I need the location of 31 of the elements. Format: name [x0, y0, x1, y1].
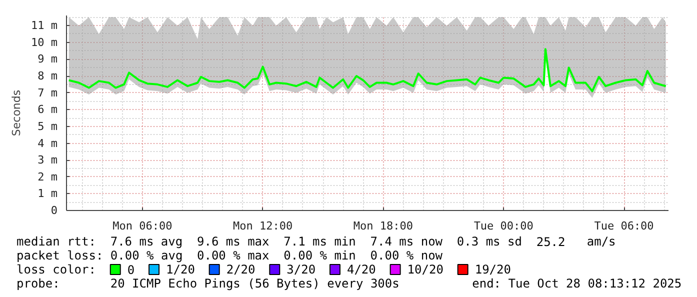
- text: end: Tue Oct 28 08:13:12 2025: [472, 276, 682, 290]
- legend-label: 10/20: [407, 262, 444, 276]
- y-tick-label: 7 m: [38, 86, 58, 100]
- x-tick-label: Mon 06:00: [112, 220, 172, 232]
- legend-title: loss color:: [16, 262, 96, 276]
- legend-label: 1/20: [166, 262, 195, 276]
- y-tick-label: 5 m: [38, 120, 58, 133]
- y-tick-label: 3 m: [38, 154, 58, 167]
- y-tick-label: 10 m: [31, 36, 58, 49]
- text: probe: 20 ICMP Echo Pings (56 Bytes) every 300s: [16, 276, 400, 290]
- x-tick-label: Mon 18:00: [353, 220, 414, 232]
- text: packet loss: 0.00 % avg 0.00 % max 0.00 % min 0.00 % now: [16, 248, 444, 262]
- y-tick-label: 4 m: [38, 136, 58, 150]
- y-tick-label: 0: [50, 204, 58, 217]
- y-tick-label: 6 m: [38, 103, 58, 116]
- x-tick-label: Mon 12:00: [233, 220, 293, 232]
- y-tick-label: 11 m: [31, 19, 58, 32]
- line-series: [68, 48, 667, 92]
- legend-label: 3/20: [286, 262, 316, 276]
- legend-label: 19/20: [474, 262, 511, 276]
- legend-label: 2/20: [226, 262, 256, 276]
- y-tick-label: 2 m: [38, 170, 58, 184]
- y-axis-title: Seconds: [10, 90, 24, 136]
- y-tick-label: 1 m: [38, 187, 58, 200]
- y-tick-label: 9 m: [38, 52, 58, 66]
- y-tick-label: 8 m: [38, 70, 58, 83]
- x-tick-label: Tue 06:00: [594, 220, 654, 232]
- x-tick-label: Tue 00:00: [474, 220, 534, 232]
- text: median rtt: 7.6 ms avg 9.6 ms max 7.1 ms min 7.4 ms now 0.3 ms sd 25.2 am/s: [16, 234, 616, 249]
- legend-label: 4/20: [346, 262, 376, 276]
- legend-label: 0: [127, 263, 135, 277]
